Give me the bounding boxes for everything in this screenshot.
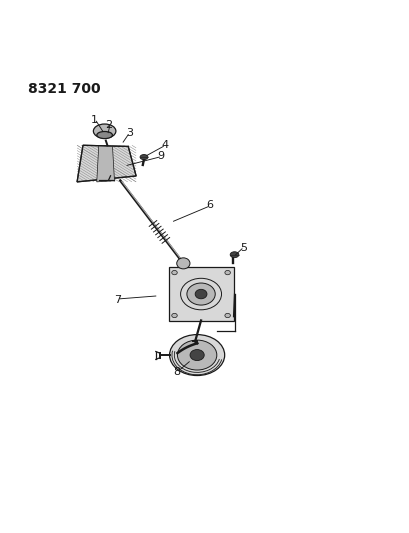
Text: 8: 8 — [173, 367, 180, 377]
Text: 6: 6 — [206, 200, 213, 211]
Ellipse shape — [229, 252, 238, 257]
Ellipse shape — [224, 313, 230, 318]
Text: 7: 7 — [114, 295, 121, 305]
Text: 1: 1 — [90, 115, 97, 125]
Ellipse shape — [187, 283, 215, 305]
Ellipse shape — [97, 132, 112, 139]
Ellipse shape — [180, 278, 221, 310]
Text: 2: 2 — [105, 120, 112, 130]
Text: 5: 5 — [240, 243, 247, 253]
Ellipse shape — [190, 350, 204, 360]
Ellipse shape — [176, 258, 189, 269]
Ellipse shape — [93, 124, 116, 138]
Ellipse shape — [171, 270, 177, 275]
Polygon shape — [77, 146, 136, 182]
Polygon shape — [97, 146, 114, 182]
Ellipse shape — [195, 289, 207, 299]
Polygon shape — [168, 268, 233, 321]
Ellipse shape — [177, 340, 216, 370]
Ellipse shape — [169, 335, 224, 376]
Text: 3: 3 — [126, 128, 133, 139]
Text: 4: 4 — [161, 140, 168, 150]
Text: 9: 9 — [157, 151, 164, 161]
Ellipse shape — [171, 313, 177, 318]
Text: 8321 700: 8321 700 — [28, 82, 100, 95]
Ellipse shape — [224, 270, 230, 275]
Ellipse shape — [140, 155, 148, 160]
